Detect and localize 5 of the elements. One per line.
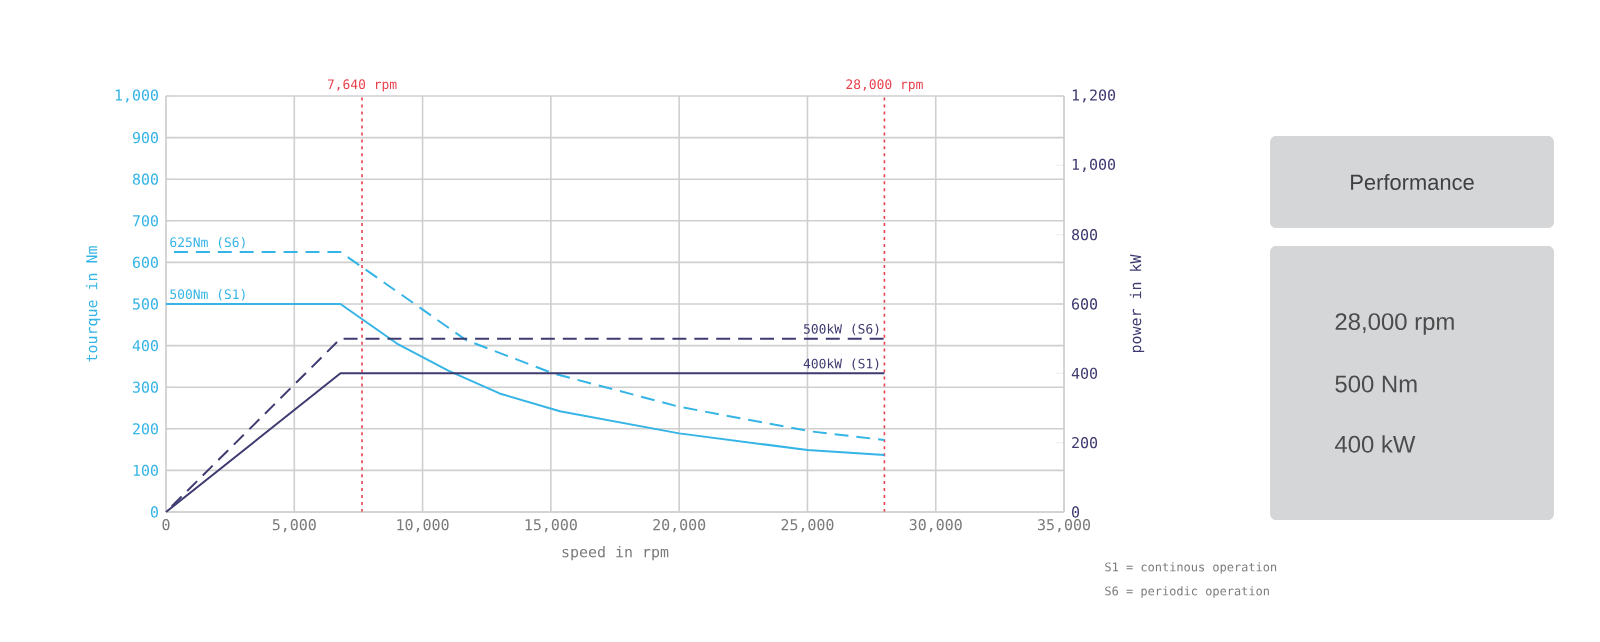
text: 500 Nm <box>1335 375 1417 393</box>
line-series <box>165 303 886 457</box>
text: 400 kW <box>1334 435 1416 453</box>
text: 28,000 rpm <box>1335 313 1454 335</box>
text: Performance <box>1351 173 1474 191</box>
